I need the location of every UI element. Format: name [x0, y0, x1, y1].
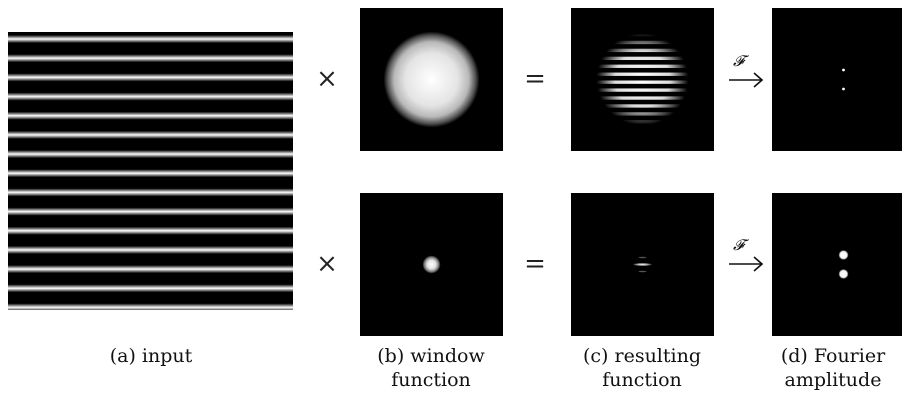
- caption-window-function: (b) window function: [346, 344, 516, 392]
- fourier-small-peaks: [772, 8, 902, 151]
- fourier-peak-lower: [839, 269, 849, 279]
- input-stripes-image: [8, 32, 293, 310]
- small-gaussian-window: [360, 193, 503, 336]
- small-windowed-stripes: [571, 193, 714, 336]
- input-stripe: [8, 188, 293, 196]
- equals-sign-row1: =: [520, 66, 550, 92]
- windowed-stripe: [571, 128, 714, 131]
- input-stripe: [8, 54, 293, 62]
- caption-d-line2: amplitude: [758, 368, 902, 392]
- windowed-stripe: [571, 136, 714, 139]
- windowed-stripe: [571, 112, 714, 115]
- input-stripe: [8, 284, 293, 292]
- windowed-stripe: [571, 144, 714, 147]
- multiply-sign-row1: ×: [312, 66, 342, 92]
- windowed-stripe: [571, 33, 714, 36]
- input-stripe: [8, 150, 293, 158]
- input-stripe: [8, 227, 293, 235]
- large-windowed-stripes: [571, 8, 714, 151]
- fourier-symbol-row1: 𝓕: [733, 52, 744, 70]
- equals-sign-row2: =: [520, 251, 550, 277]
- windowed-stripe: [571, 17, 714, 20]
- windowed-stripe: [571, 88, 714, 91]
- fourier-transform-arrow-row1: 𝓕: [727, 56, 765, 90]
- input-stripe: [8, 303, 293, 310]
- windowed-stripe: [571, 57, 714, 60]
- caption-input: (a) input: [66, 344, 236, 368]
- caption-fourier-amplitude: (d) Fourier amplitude: [758, 344, 902, 392]
- window-function-small-panel: [360, 193, 503, 336]
- windowed-stripe: [571, 120, 714, 123]
- fourier-symbol-row2: 𝓕: [733, 236, 744, 254]
- fourier-peak-upper: [839, 250, 849, 260]
- caption-c-line2: function: [557, 368, 727, 392]
- caption-a-text: (a) input: [66, 344, 236, 368]
- large-gaussian-window: [360, 8, 503, 151]
- input-stripe: [8, 246, 293, 254]
- input-stripe: [8, 35, 293, 43]
- windowed-stripe: [571, 41, 714, 44]
- windowed-stripe: [571, 73, 714, 76]
- windowed-stripe: [571, 25, 714, 28]
- input-stripe: [8, 112, 293, 120]
- input-stripe: [8, 131, 293, 139]
- input-stripe: [8, 265, 293, 273]
- fourier-amplitude-large-panel: [772, 8, 902, 151]
- fourier-peak-upper: [842, 69, 845, 72]
- resulting-function-large-panel: [571, 8, 714, 151]
- fourier-transform-arrow-row2: 𝓕: [727, 240, 765, 274]
- input-stripes-panel: [8, 32, 293, 310]
- input-stripe: [8, 93, 293, 101]
- fourier-large-peaks: [772, 193, 902, 336]
- caption-resulting-function: (c) resulting function: [557, 344, 727, 392]
- windowed-stripe: [571, 81, 714, 84]
- window-function-large-panel: [360, 8, 503, 151]
- windowed-stripe: [571, 65, 714, 68]
- input-stripe: [8, 73, 293, 81]
- windowed-stripe: [571, 9, 714, 12]
- windowed-stripe: [571, 104, 714, 107]
- resulting-function-small-panel: [571, 193, 714, 336]
- multiply-sign-row2: ×: [312, 251, 342, 277]
- caption-c-line1: (c) resulting: [557, 344, 727, 368]
- input-stripe: [8, 169, 293, 177]
- windowed-stripe: [571, 96, 714, 99]
- input-stripe: [8, 208, 293, 216]
- fourier-peak-lower: [842, 88, 845, 91]
- caption-b-line2: function: [346, 368, 516, 392]
- caption-b-line1: (b) window: [346, 344, 516, 368]
- windowed-stripe: [571, 49, 714, 52]
- caption-d-line1: (d) Fourier: [758, 344, 902, 368]
- fourier-amplitude-small-panel: [772, 193, 902, 336]
